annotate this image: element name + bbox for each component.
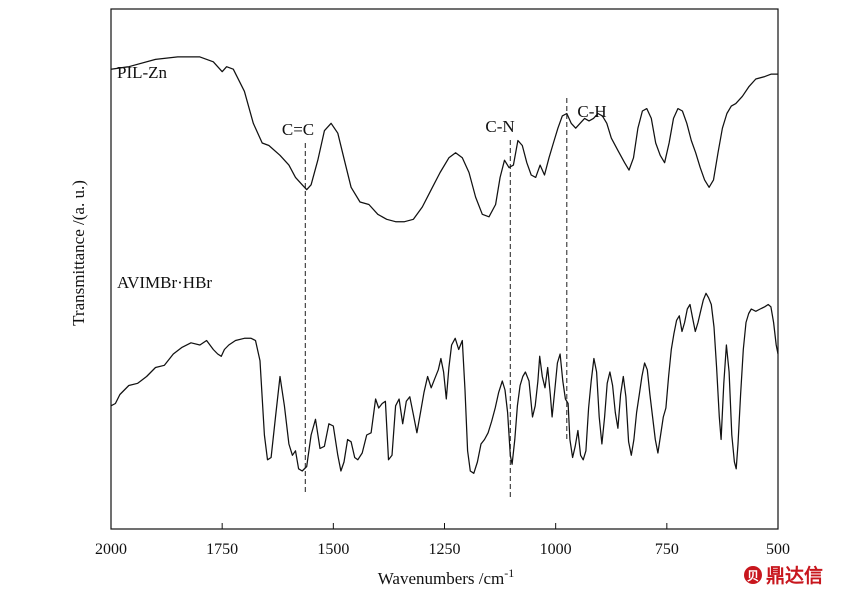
watermark-badge-icon — [744, 566, 762, 584]
x-tick-label: 1500 — [317, 541, 349, 558]
series-line-avimbr-hbr — [110, 292, 779, 474]
x-tick-label: 500 — [766, 541, 790, 558]
x-tick-label: 1250 — [429, 541, 461, 558]
watermark-badge-glyph: 贝 — [747, 569, 759, 583]
series-label-avimbr-hbr: AVIMBr·HBr — [117, 273, 212, 292]
spectra — [110, 56, 779, 474]
x-tick-label: 1000 — [540, 541, 572, 558]
x-tick-label: 750 — [655, 541, 679, 558]
annotation-c-h: C-H — [577, 102, 606, 121]
watermark-brand: 鼎达信 — [766, 564, 823, 587]
y-axis-label: Transmittance /(a. u.) — [69, 180, 88, 326]
annotation-c-n: C-N — [485, 117, 514, 136]
x-tick-label: 1750 — [206, 541, 238, 558]
x-tick-labels: 2000 1750 1500 1250 1000 750 500 — [95, 541, 790, 558]
x-axis-label: Wavenumbers /cm-1 — [378, 566, 515, 588]
series-label-pil-zn: PIL-Zn — [117, 63, 168, 82]
x-axis-label-superscript: -1 — [504, 566, 514, 580]
series-line-pil-zn — [110, 56, 778, 223]
plot-frame — [110, 8, 779, 530]
watermark-logo: 贝 鼎达信 — [744, 564, 823, 587]
band-markers — [304, 98, 568, 498]
x-tick-label: 2000 — [95, 541, 127, 558]
annotation-c-c: C=C — [282, 120, 314, 139]
x-ticks — [110, 523, 779, 529]
